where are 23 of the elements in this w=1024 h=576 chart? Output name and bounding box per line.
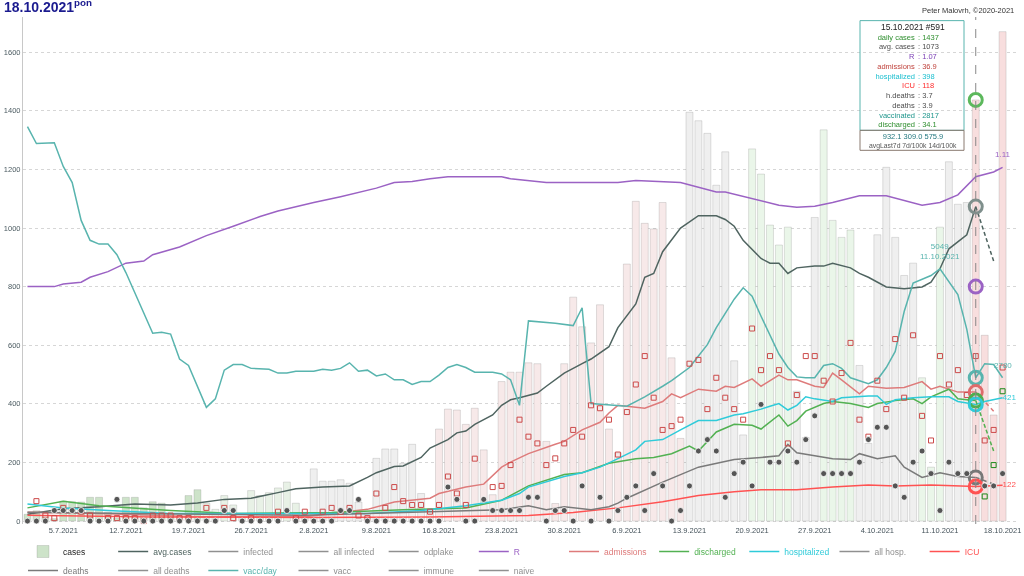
legend-label: avg.cases (153, 546, 192, 557)
legend-label: vacc/day (243, 565, 278, 576)
chart-title: 18.10.2021$^{pon}$ (4, 0, 93, 15)
legend-label: ICU (964, 546, 980, 557)
legend-label: all deaths (153, 565, 190, 576)
annotation: 2780 (994, 361, 1013, 370)
legend-label: admissions (603, 546, 647, 557)
annotation: 1.11 (995, 150, 1011, 159)
annotation: 15.10.2021 #591 (880, 22, 946, 32)
legend-label: immune (423, 565, 455, 576)
legend-label: R (513, 546, 520, 557)
data-label: 421 (1002, 392, 1017, 402)
legend-label: all hosp. (874, 546, 907, 557)
legend-label: vacc (333, 565, 352, 576)
legend-label: naive (513, 565, 535, 576)
legend-label: hospitalized (784, 546, 830, 557)
legend-label: discharged (694, 546, 736, 557)
legend-label: deaths (63, 565, 89, 576)
legend-label: infected (243, 546, 274, 557)
legend-label: cases (63, 546, 86, 557)
legend-label: all infected (333, 546, 375, 557)
data-label: 122 (1002, 480, 1017, 490)
legend-label: odplake (423, 546, 454, 557)
